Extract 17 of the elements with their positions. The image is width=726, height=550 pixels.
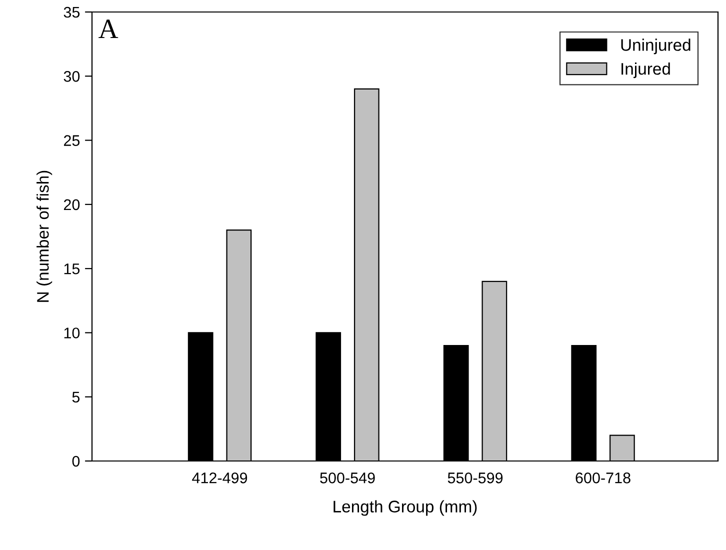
legend-label: Uninjured [621,38,690,54]
y-axis-title: N (number of fish) [36,170,52,302]
y-tick-label: 5 [72,392,80,403]
x-tick-label: 550-599 [448,472,503,484]
y-tick-label: 20 [64,199,80,210]
y-tick-label: 15 [64,264,80,274]
y-tick-label: 30 [64,71,80,82]
x-axis-title: Length Group (mm) [334,500,477,516]
x-tick-label: 412-499 [192,472,248,484]
legend-label: Injured [622,62,670,78]
x-tick-label: 500-549 [320,472,375,484]
annotation: A [98,20,118,38]
y-tick-label: 10 [64,328,80,338]
y-tick-label: 25 [64,135,80,146]
y-tick-label: 35 [64,6,80,18]
x-tick-label: 600-718 [576,472,630,484]
y-tick-label: 0 [72,456,80,467]
